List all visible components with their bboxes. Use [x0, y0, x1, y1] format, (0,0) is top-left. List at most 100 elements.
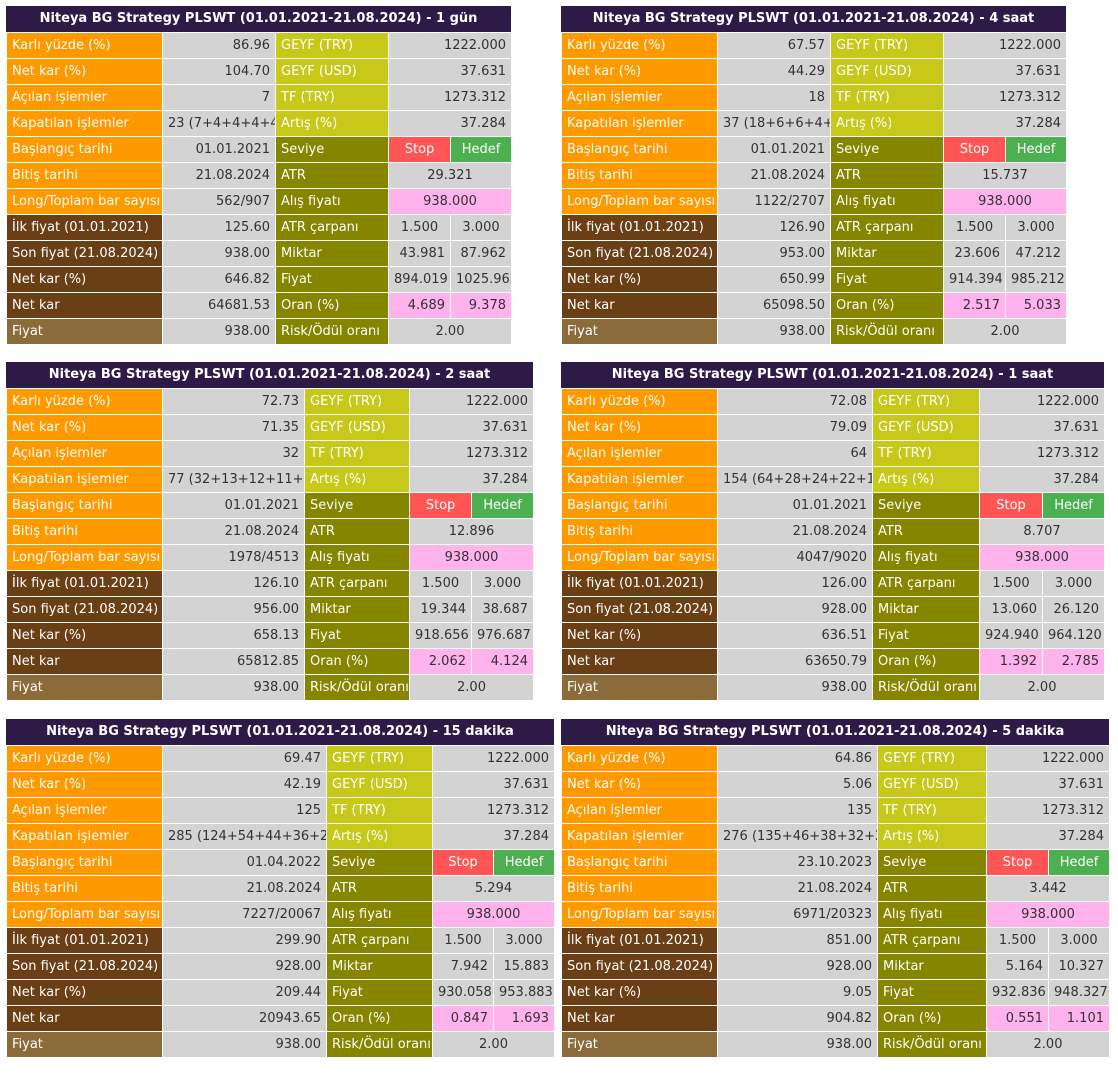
label-long-bar: Long/Toplam bar sayısı: [6, 901, 163, 928]
label-risk: Risk/Ödül oranı: [877, 1031, 987, 1058]
label-miktar: Miktar: [872, 596, 980, 623]
label-ilk-fiyat: İlk fiyat (01.01.2021): [6, 927, 163, 954]
table-row: İlk fiyat (01.01.2021) 125.60 ATR çarpan…: [6, 214, 512, 241]
label-net-kar-pct: Net kar (%): [561, 58, 718, 85]
value-acilan: 64: [717, 440, 873, 467]
value-net-kar: 65098.50: [717, 292, 831, 319]
label-geyf-usd: GEYF (USD): [872, 414, 980, 441]
value-bitis: 21.08.2024: [162, 162, 276, 189]
stats-table: Karlı yüzde (%) 72.08 GEYF (TRY) 1222.00…: [561, 388, 1105, 701]
value-oran-stop: 2.062: [409, 648, 472, 675]
value-alis: 938.000: [409, 544, 534, 571]
value-fiyat-hedef: 985.212: [1005, 266, 1067, 293]
value-miktar-stop: 13.060: [979, 596, 1043, 623]
label-ilk-fiyat: İlk fiyat (01.01.2021): [561, 214, 718, 241]
label-net-kar-pct: Net kar (%): [6, 58, 163, 85]
value-oran-stop: 2.517: [943, 292, 1006, 319]
value-alis: 938.000: [986, 901, 1110, 928]
label-kapatilan: Kapatılan işlemler: [6, 823, 163, 850]
table-row: Net kar (%) 658.13 Fiyat 918.656 976.687: [6, 622, 534, 649]
value-geyf-try: 1222.000: [979, 388, 1105, 415]
table-row: Long/Toplam bar sayısı 4047/9020 Alış fi…: [561, 544, 1105, 571]
table-row: Son fiyat (21.08.2024) 928.00 Miktar 7.9…: [6, 953, 555, 980]
value-oran-stop: 1.392: [979, 648, 1043, 675]
label-seviye: Seviye: [326, 849, 433, 876]
value-son-fiyat: 953.00: [717, 240, 831, 267]
value-geyf-usd: 37.631: [432, 771, 555, 798]
table-row: Açılan işlemler 125 TF (TRY) 1273.312: [6, 797, 555, 824]
value-atr-carpani-hedef: 3.000: [1005, 214, 1067, 241]
value-oran-stop: 4.689: [388, 292, 451, 319]
label-risk: Risk/Ödül oranı: [872, 674, 980, 701]
label-net-kar2-pct: Net kar (%): [6, 266, 163, 293]
value-fiyat-hedef: 953.883: [493, 979, 555, 1006]
label-net-kar: Net kar: [561, 292, 718, 319]
label-oran: Oran (%): [830, 292, 944, 319]
value-alis: 938.000: [388, 188, 512, 215]
value-oran-stop: 0.847: [432, 1005, 494, 1032]
table-row: Son fiyat (21.08.2024) 928.00 Miktar 13.…: [561, 596, 1105, 623]
value-acilan: 7: [162, 84, 276, 111]
table-row: Başlangıç tarihi 23.10.2023 Seviye Stop …: [561, 849, 1110, 876]
value-miktar-stop: 7.942: [432, 953, 494, 980]
label-kapatilan: Kapatılan işlemler: [561, 823, 718, 850]
label-baslangic: Başlangıç tarihi: [561, 492, 718, 519]
label-atr-carpani: ATR çarpanı: [275, 214, 389, 241]
value-bitis: 21.08.2024: [162, 875, 327, 902]
label-acilan: Açılan işlemler: [6, 440, 163, 467]
value-fiyat: 938.00: [162, 674, 305, 701]
value-miktar-stop: 23.606: [943, 240, 1006, 267]
table-row: Net kar 65812.85 Oran (%) 2.062 4.124: [6, 648, 534, 675]
label-baslangic: Başlangıç tarihi: [561, 136, 718, 163]
value-fiyat-hedef: 948.327: [1048, 979, 1110, 1006]
value-fiyat: 938.00: [162, 1031, 327, 1058]
value-baslangic: 01.01.2021: [162, 492, 305, 519]
value-bitis: 21.08.2024: [717, 162, 831, 189]
table-row: Net kar (%) 44.29 GEYF (USD) 37.631: [561, 58, 1067, 85]
value-atr-carpani-stop: 1.500: [943, 214, 1006, 241]
value-atr-carpani-hedef: 3.000: [1042, 570, 1105, 597]
label-geyf-usd: GEYF (USD): [275, 58, 389, 85]
label-geyf-usd: GEYF (USD): [304, 414, 410, 441]
label-net-kar: Net kar: [561, 648, 718, 675]
panel-1-gun: Niteya BG Strategy PLSWT (01.01.2021-21.…: [6, 6, 512, 345]
label-atr-carpani: ATR çarpanı: [304, 570, 410, 597]
value-net-kar2-pct: 658.13: [162, 622, 305, 649]
label-oran: Oran (%): [326, 1005, 433, 1032]
label-kapatilan: Kapatılan işlemler: [6, 466, 163, 493]
value-bitis: 21.08.2024: [162, 518, 305, 545]
table-row: Net kar 904.82 Oran (%) 0.551 1.101: [561, 1005, 1110, 1032]
panel-title: Niteya BG Strategy PLSWT (01.01.2021-21.…: [6, 6, 511, 32]
value-son-fiyat: 956.00: [162, 596, 305, 623]
value-karli: 64.86: [717, 745, 878, 772]
label-geyf-try: GEYF (TRY): [872, 388, 980, 415]
value-oran-hedef: 2.785: [1042, 648, 1105, 675]
value-net-kar-pct: 104.70: [162, 58, 276, 85]
table-row: Long/Toplam bar sayısı 7227/20067 Alış f…: [6, 901, 555, 928]
table-row: İlk fiyat (01.01.2021) 126.10 ATR çarpan…: [6, 570, 534, 597]
label-fiyat: Fiyat: [561, 1031, 718, 1058]
value-geyf-usd: 37.631: [388, 58, 512, 85]
table-row: Net kar 20943.65 Oran (%) 0.847 1.693: [6, 1005, 555, 1032]
label-alis: Alış fiyatı: [877, 901, 987, 928]
value-artis: 37.284: [388, 110, 512, 137]
value-atr: 3.442: [986, 875, 1110, 902]
label-alis: Alış fiyatı: [326, 901, 433, 928]
value-karli: 67.57: [717, 32, 831, 59]
label-net-kar: Net kar: [6, 648, 163, 675]
value-ilk-fiyat: 126.00: [717, 570, 873, 597]
label-son-fiyat: Son fiyat (21.08.2024): [561, 240, 718, 267]
label-son-fiyat: Son fiyat (21.08.2024): [561, 596, 718, 623]
value-artis: 37.284: [409, 466, 534, 493]
label-acilan: Açılan işlemler: [561, 797, 718, 824]
stats-table: Karlı yüzde (%) 64.86 GEYF (TRY) 1222.00…: [561, 745, 1110, 1058]
label-acilan: Açılan işlemler: [561, 84, 718, 111]
label-atr-carpani: ATR çarpanı: [872, 570, 980, 597]
label-ilk-fiyat: İlk fiyat (01.01.2021): [561, 927, 718, 954]
label-oran: Oran (%): [275, 292, 389, 319]
value-karli: 86.96: [162, 32, 276, 59]
value-atr-carpani-stop: 1.500: [986, 927, 1049, 954]
label-seviye: Seviye: [830, 136, 944, 163]
table-row: Fiyat 938.00 Risk/Ödül oranı 2.00: [6, 674, 534, 701]
label-atr: ATR: [304, 518, 410, 545]
